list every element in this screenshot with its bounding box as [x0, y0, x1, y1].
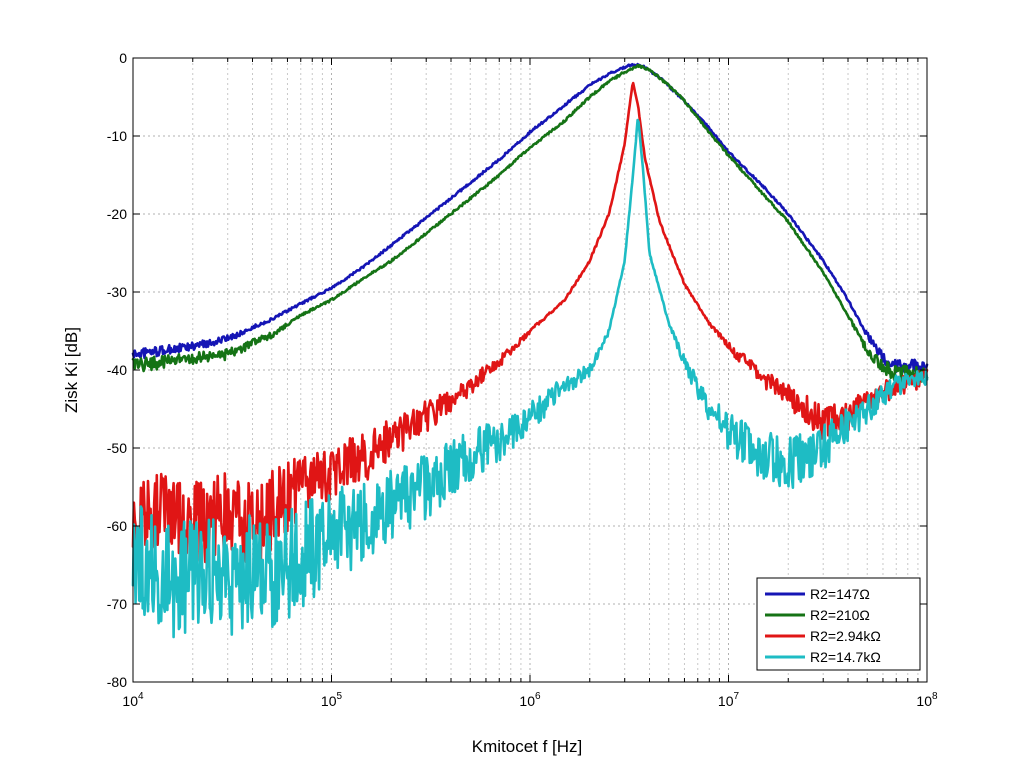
- x-axis-title: Kmitocet f [Hz]: [472, 737, 583, 756]
- x-tick-labels: 104 105 106 107 108: [122, 691, 938, 709]
- legend-label: R2=147Ω: [810, 586, 870, 602]
- y-tick-label: -10: [107, 128, 127, 144]
- y-tick-label: -40: [107, 362, 127, 378]
- y-tick-label: -30: [107, 284, 127, 300]
- series-line-1: [131, 62, 929, 377]
- y-tick-label: -80: [107, 674, 127, 690]
- legend: R2=147Ω R2=210Ω R2=2.94kΩ R2=14.7kΩ: [756, 577, 921, 671]
- x-tick-label: 108: [916, 691, 938, 709]
- x-tick-label: 104: [122, 691, 144, 709]
- y-tick-label: 0: [119, 50, 127, 66]
- y-axis-title: Zisk Ki [dB]: [62, 327, 81, 413]
- y-tick-label: -70: [107, 596, 127, 612]
- y-tick-label: -60: [107, 518, 127, 534]
- legend-label: R2=210Ω: [810, 607, 870, 623]
- legend-label: R2=14.7kΩ: [810, 649, 881, 665]
- y-tick-label: -50: [107, 440, 127, 456]
- axis-ticks: [132, 57, 928, 683]
- legend-label: R2=2.94kΩ: [810, 628, 881, 644]
- series-line-3: [131, 81, 929, 564]
- series-line-2: [131, 63, 929, 384]
- x-tick-label: 107: [718, 691, 740, 709]
- series-lines: [131, 62, 929, 639]
- y-tick-labels: 0 -10 -20 -30 -40 -50 -60 -70 -80: [107, 50, 127, 690]
- x-tick-label: 106: [519, 691, 541, 709]
- x-tick-label: 105: [321, 691, 343, 709]
- series-line-4: [131, 118, 929, 639]
- y-tick-label: -20: [107, 206, 127, 222]
